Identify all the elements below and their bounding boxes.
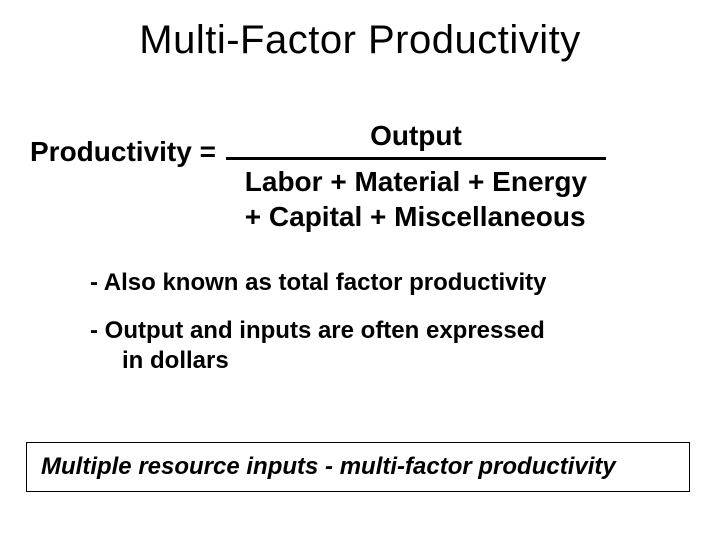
denominator-line-1: Labor + Material + Energy bbox=[245, 164, 587, 199]
slide: Multi-Factor Productivity Productivity =… bbox=[0, 0, 720, 540]
formula-numerator: Output bbox=[360, 118, 472, 155]
footer-callout: Multiple resource inputs - multi-factor … bbox=[26, 442, 690, 492]
bullet-list: - Also known as total factor productivit… bbox=[0, 268, 720, 376]
slide-title: Multi-Factor Productivity bbox=[0, 0, 720, 63]
formula-lhs: Productivity = bbox=[30, 118, 226, 168]
bullet-2-line-1: - Output and inputs are often expressed bbox=[90, 316, 720, 346]
bullet-2: - Output and inputs are often expressed … bbox=[90, 316, 720, 376]
productivity-formula: Productivity = Output Labor + Material +… bbox=[0, 118, 720, 234]
bullet-2-line-2: in dollars bbox=[90, 346, 720, 376]
formula-denominator: Labor + Material + Energy + Capital + Mi… bbox=[239, 164, 593, 234]
fraction-bar bbox=[226, 157, 606, 160]
formula-fraction: Output Labor + Material + Energy + Capit… bbox=[226, 118, 606, 234]
denominator-line-2: + Capital + Miscellaneous bbox=[245, 199, 587, 234]
bullet-1: - Also known as total factor productivit… bbox=[90, 268, 720, 298]
